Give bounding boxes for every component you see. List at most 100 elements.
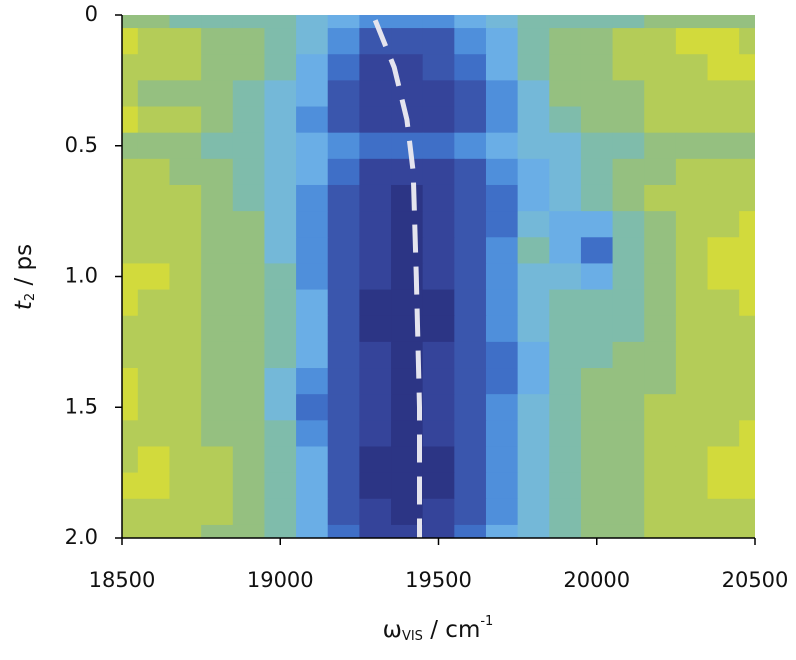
contour-cell xyxy=(517,263,550,291)
contour-cell xyxy=(485,80,519,108)
contour-cell xyxy=(612,498,645,526)
contour-cell xyxy=(707,524,740,538)
contour-cell xyxy=(675,315,709,343)
contour-cell xyxy=(454,446,487,474)
y-tick-label: 1.5 xyxy=(65,394,98,418)
contour-cell xyxy=(485,315,519,343)
contour-cell xyxy=(580,524,614,538)
contour-cell xyxy=(612,524,645,538)
x-label-sub: VIS xyxy=(402,629,423,644)
contour-cell xyxy=(454,237,487,265)
contour-cell xyxy=(232,472,266,500)
contour-cell xyxy=(327,289,360,317)
contour-cell xyxy=(454,28,487,55)
x-label-unit: / cm xyxy=(423,617,480,643)
y-tick-label: 2.0 xyxy=(65,525,98,549)
contour-cell xyxy=(327,158,360,186)
contour-cell xyxy=(391,211,424,238)
contour-cell xyxy=(327,524,360,538)
contour-cell xyxy=(137,15,171,29)
contour-cell xyxy=(422,15,455,29)
x-tick-label: 19000 xyxy=(247,568,314,592)
contour-cell xyxy=(122,446,139,474)
contour-cell xyxy=(122,524,139,538)
contour-cell xyxy=(327,211,360,238)
contour-cell xyxy=(327,498,360,526)
contour-cell xyxy=(454,368,487,395)
x-axis-label: ωVIS / cm-1 xyxy=(383,614,494,644)
contour-cell xyxy=(612,420,645,448)
contour-cell xyxy=(296,54,329,81)
contour-cell xyxy=(232,446,266,474)
contour-cell xyxy=(169,158,202,186)
contour-cell xyxy=(296,341,329,369)
contour-cell xyxy=(739,237,755,265)
contour-cell xyxy=(201,54,234,81)
contour-cell xyxy=(485,289,519,317)
contour-cell xyxy=(422,80,455,108)
contour-cell xyxy=(612,446,645,474)
contour-cell xyxy=(137,263,171,291)
contour-cell xyxy=(549,132,582,160)
contour-cell xyxy=(485,211,519,238)
contour-cell xyxy=(580,289,614,317)
contour-cell xyxy=(454,15,487,29)
contour-cell xyxy=(612,106,645,134)
contour-cell xyxy=(327,106,360,134)
contour-cell xyxy=(675,394,709,421)
contour-cell xyxy=(549,524,582,538)
contour-cell xyxy=(264,28,297,55)
contour-cell xyxy=(707,315,740,343)
contour-cell xyxy=(201,184,234,212)
contour-cell xyxy=(201,158,234,186)
contour-cell xyxy=(169,54,202,81)
contour-cell xyxy=(264,211,297,238)
contour-cell xyxy=(232,184,266,212)
contour-cell xyxy=(137,132,171,160)
contour-cell xyxy=(169,289,202,317)
contour-cell xyxy=(264,446,297,474)
contour-cell xyxy=(201,263,234,291)
y-label-symbol: t xyxy=(11,300,37,310)
contour-cell xyxy=(232,28,266,55)
contour-cell xyxy=(739,341,755,369)
contour-cell xyxy=(644,394,677,421)
contour-cell xyxy=(122,263,139,291)
contour-cell xyxy=(644,106,677,134)
contour-cell xyxy=(517,237,550,265)
contour-cell xyxy=(359,106,392,134)
contour-cell xyxy=(296,368,329,395)
contour-cell xyxy=(707,80,740,108)
contour-cell xyxy=(422,472,455,500)
contour-cell xyxy=(359,263,392,291)
contour-cell xyxy=(264,54,297,81)
contour-cell xyxy=(137,289,171,317)
contour-cell xyxy=(169,28,202,55)
contour-cell xyxy=(644,184,677,212)
contour-cell xyxy=(517,158,550,186)
contour-cell xyxy=(359,341,392,369)
contour-cell xyxy=(580,106,614,134)
contour-cell xyxy=(485,132,519,160)
contour-cell xyxy=(122,184,139,212)
contour-cell xyxy=(264,15,297,29)
contour-cell xyxy=(327,446,360,474)
contour-cell xyxy=(201,524,234,538)
contour-cell xyxy=(359,498,392,526)
dashed-line xyxy=(372,19,422,538)
contour-cell xyxy=(549,28,582,55)
contour-cell xyxy=(296,80,329,108)
contour-cell xyxy=(549,237,582,265)
contour-cell xyxy=(454,54,487,81)
contour-cell xyxy=(137,498,171,526)
contour-cell xyxy=(739,315,755,343)
contour-cell xyxy=(122,28,139,55)
contour-cell xyxy=(201,420,234,448)
contour-cell xyxy=(644,28,677,55)
contour-cell xyxy=(485,420,519,448)
contour-cell xyxy=(296,237,329,265)
contour-cell xyxy=(232,420,266,448)
contour-cell xyxy=(122,394,139,421)
contour-cell xyxy=(122,368,139,395)
contour-cell xyxy=(327,184,360,212)
